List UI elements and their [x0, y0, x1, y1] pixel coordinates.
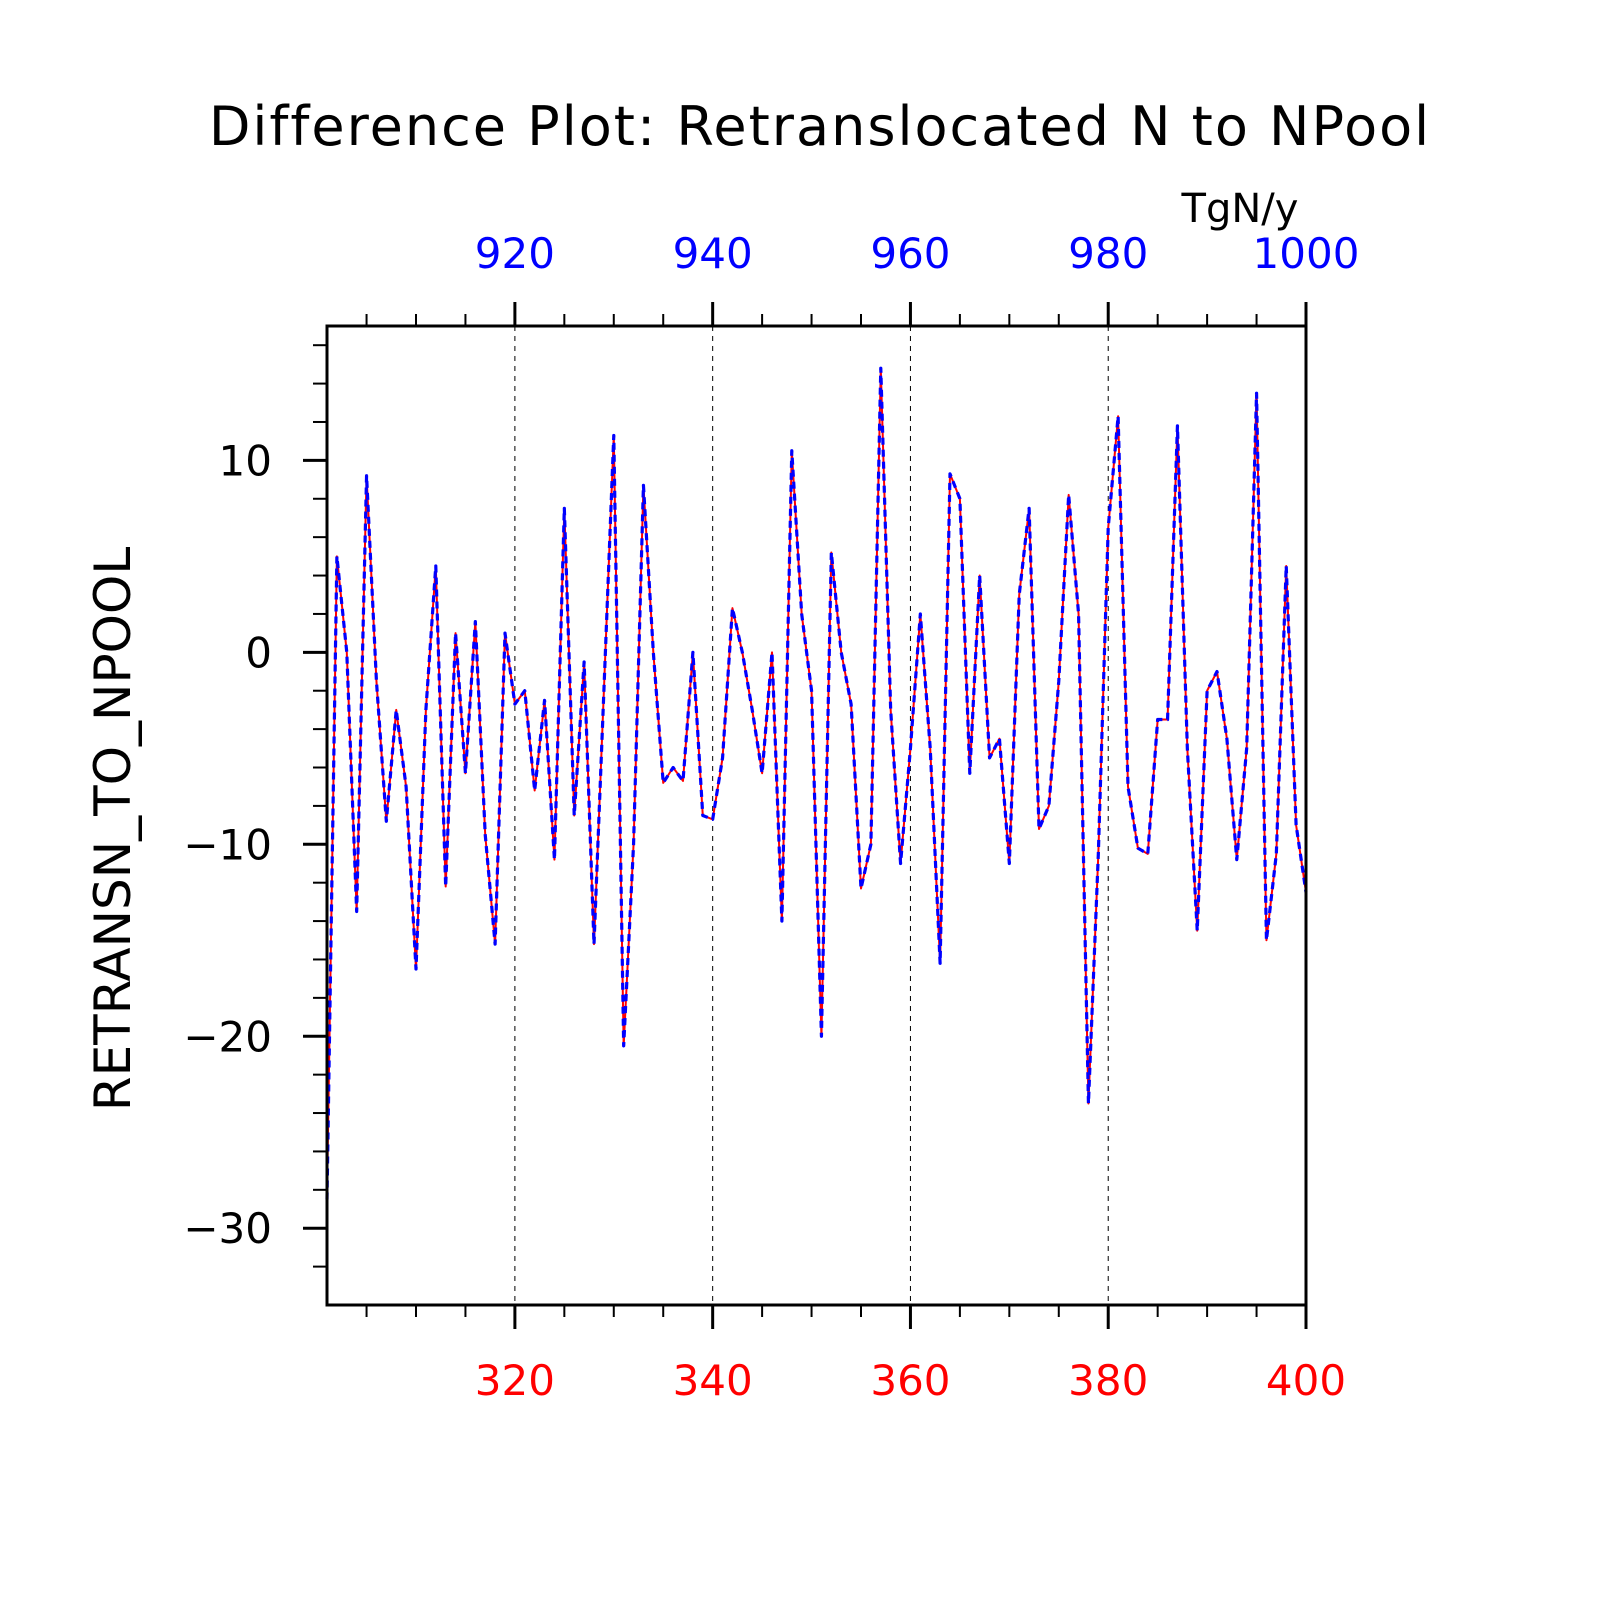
x-tick-label-bottom: 400	[1266, 1356, 1346, 1405]
x-tick-label-top: 920	[475, 229, 555, 278]
x-tick-label-top: 980	[1068, 229, 1148, 278]
x-tick-label-top: 960	[870, 229, 950, 278]
units-label: TgN/y	[1181, 186, 1299, 232]
y-tick-label: −20	[183, 1012, 272, 1061]
y-tick-label: −30	[183, 1204, 272, 1253]
y-tick-label: 10	[219, 436, 272, 485]
x-tick-label-bottom: 320	[475, 1356, 555, 1405]
x-tick-label-bottom: 360	[870, 1356, 950, 1405]
chart-title: Difference Plot: Retranslocated N to NPo…	[209, 95, 1431, 158]
y-tick-label: −10	[183, 820, 272, 869]
y-tick-label: 0	[245, 628, 272, 677]
x-tick-label-bottom: 340	[673, 1356, 753, 1405]
series-line-2	[325, 366, 1308, 1200]
plot-area	[325, 366, 1308, 1200]
y-axis-label: RETRANSN_TO_NPOOL	[84, 547, 142, 1111]
series-line-1	[326, 367, 1307, 1200]
grid	[514, 326, 1109, 1305]
plot-frame	[325, 324, 1308, 1307]
x-tick-label-top: 1000	[1253, 229, 1360, 278]
axes: 320 340 360 380 400 920 940 960 980 1000 −30 −20 −10…	[183, 229, 1359, 1405]
x-tick-label-bottom: 380	[1068, 1356, 1148, 1405]
x-tick-label-top: 940	[673, 229, 753, 278]
